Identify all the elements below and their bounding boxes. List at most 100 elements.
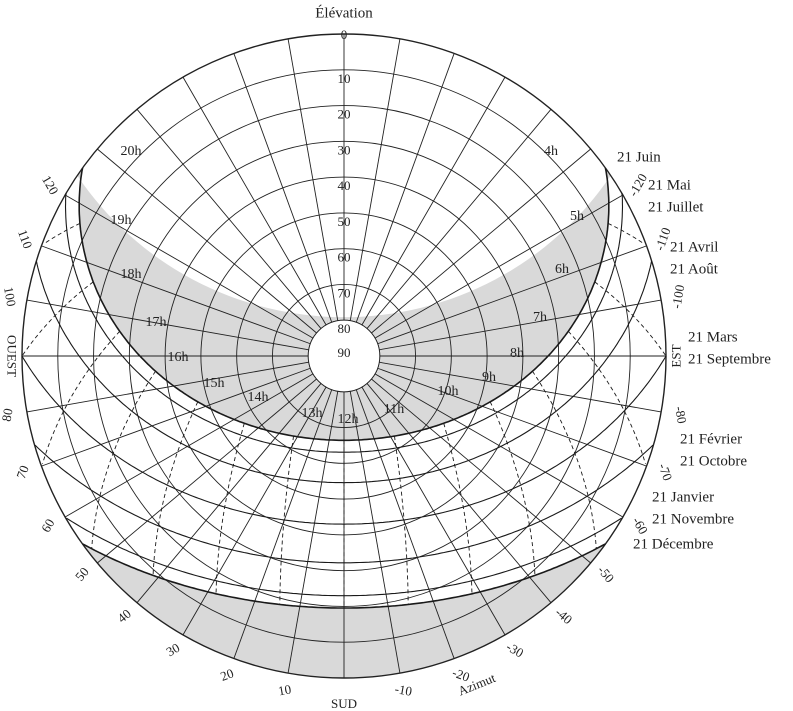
date-label: 21 Juillet — [648, 199, 704, 215]
day-path — [66, 517, 622, 597]
azimuth-line — [97, 148, 317, 334]
date-label: 21 Avril — [670, 239, 718, 255]
day-path — [21, 355, 667, 525]
day-path — [64, 193, 624, 453]
azimuth-tick: -30 — [504, 639, 527, 661]
azimuth-line — [371, 148, 591, 334]
azimuth-tick: 60 — [38, 516, 57, 535]
hour-label-7h: 7h — [533, 310, 547, 325]
azimuth-tick: 40 — [114, 606, 134, 626]
azimuth-line — [182, 386, 327, 636]
azimuth-line — [287, 38, 339, 321]
azimuth-line — [349, 391, 401, 674]
day-path — [35, 260, 653, 484]
azimuth-tick: -20 — [450, 665, 471, 685]
elevation-tick-10: 10 — [338, 71, 351, 86]
azimuth-line — [64, 194, 314, 339]
azimuth-tick: 100 — [1, 286, 19, 308]
hour-label-5h: 5h — [570, 209, 584, 224]
hour-label-20h: 20h — [121, 144, 142, 159]
hour-label-13h: 13h — [302, 406, 323, 421]
hour-label-17h: 17h — [146, 315, 167, 330]
hour-line — [152, 401, 199, 576]
hour-label-18h: 18h — [121, 267, 142, 282]
hour-label-6h: 6h — [555, 262, 569, 277]
day-path — [82, 543, 606, 609]
elevation-tick-30: 30 — [338, 142, 351, 157]
hour-label-12h: 12h — [338, 412, 359, 427]
direction-west: OUEST — [5, 335, 20, 377]
azimuth-line — [349, 38, 401, 321]
elevation-tick-90: 90 — [338, 345, 351, 360]
hour-label-19h: 19h — [111, 213, 132, 228]
hour-line — [489, 401, 536, 576]
azimuth-tick: 50 — [72, 564, 92, 584]
direction-east: EST — [668, 344, 683, 367]
hour-label-9h: 9h — [482, 370, 496, 385]
day-path — [78, 167, 610, 442]
azimuth-tick: 20 — [218, 665, 235, 684]
elevation-tick-50: 50 — [338, 214, 351, 229]
elevation-tick-0: 0 — [341, 27, 348, 42]
azimuth-tick: -10 — [394, 681, 414, 699]
azimuth-line — [136, 109, 322, 329]
azimuth-tick: -80 — [672, 405, 690, 425]
azimuth-tick: -70 — [655, 461, 675, 482]
elevation-tick-60: 60 — [338, 250, 351, 265]
azimuth-tick: -50 — [595, 562, 618, 585]
azimuth-tick: -110 — [652, 225, 674, 252]
azimuth-tick: 10 — [277, 681, 292, 698]
hour-label-8h: 8h — [510, 346, 524, 361]
date-label: 21 Février — [680, 431, 742, 447]
azimuth-line — [182, 76, 327, 326]
azimuth-line — [374, 194, 624, 339]
azimuth-line — [366, 109, 552, 329]
azimuth-tick: -120 — [625, 171, 650, 199]
azimuth-tick: 30 — [164, 640, 183, 659]
direction-south: SUD — [331, 696, 357, 711]
azimuth-tick: 70 — [13, 463, 32, 480]
date-label: 21 Janvier — [652, 489, 714, 505]
azimuth-line — [361, 76, 506, 326]
azimuth-tick: 80 — [0, 407, 16, 422]
hour-label-4h: 4h — [544, 144, 558, 159]
date-label: 21 Août — [670, 261, 719, 277]
azimuth-line — [97, 378, 317, 564]
azimuth-line — [233, 53, 333, 323]
azimuth-tick: 110 — [15, 227, 36, 250]
date-label: 21 Mars — [688, 329, 738, 345]
date-label: 21 Octobre — [680, 453, 747, 469]
azimuth-line — [379, 299, 662, 351]
azimuth-line — [233, 389, 333, 659]
azimuth-line — [287, 391, 339, 674]
elevation-title: Élévation — [315, 4, 373, 21]
azimuth-tick: 120 — [39, 173, 62, 197]
hour-line — [567, 330, 646, 464]
hour-label-14h: 14h — [248, 390, 269, 405]
date-label: 21 Mai — [648, 177, 691, 193]
hour-label-10h: 10h — [438, 384, 459, 399]
azimuth-line — [26, 299, 309, 351]
elevation-tick-40: 40 — [338, 178, 351, 193]
shaded-region — [77, 168, 611, 441]
elevation-tick-80: 80 — [338, 321, 351, 336]
azimuth-line — [377, 367, 647, 467]
azimuth-line — [355, 53, 455, 323]
azimuth-line — [41, 367, 311, 467]
hour-label-15h: 15h — [204, 376, 225, 391]
azimuth-line — [371, 378, 591, 564]
azimuth-line — [355, 389, 455, 659]
hour-label-11h: 11h — [384, 402, 404, 417]
azimuth-line — [379, 361, 662, 413]
date-label: 21 Novembre — [652, 511, 734, 527]
hour-line — [42, 330, 121, 464]
hour-label-16h: 16h — [168, 350, 189, 365]
elevation-tick-20: 20 — [338, 107, 351, 122]
date-label: 21 Septembre — [688, 351, 771, 367]
azimuth-line — [64, 373, 314, 518]
date-label: 21 Juin — [617, 149, 661, 165]
azimuth-line — [361, 386, 506, 636]
azimuth-line — [374, 373, 624, 518]
